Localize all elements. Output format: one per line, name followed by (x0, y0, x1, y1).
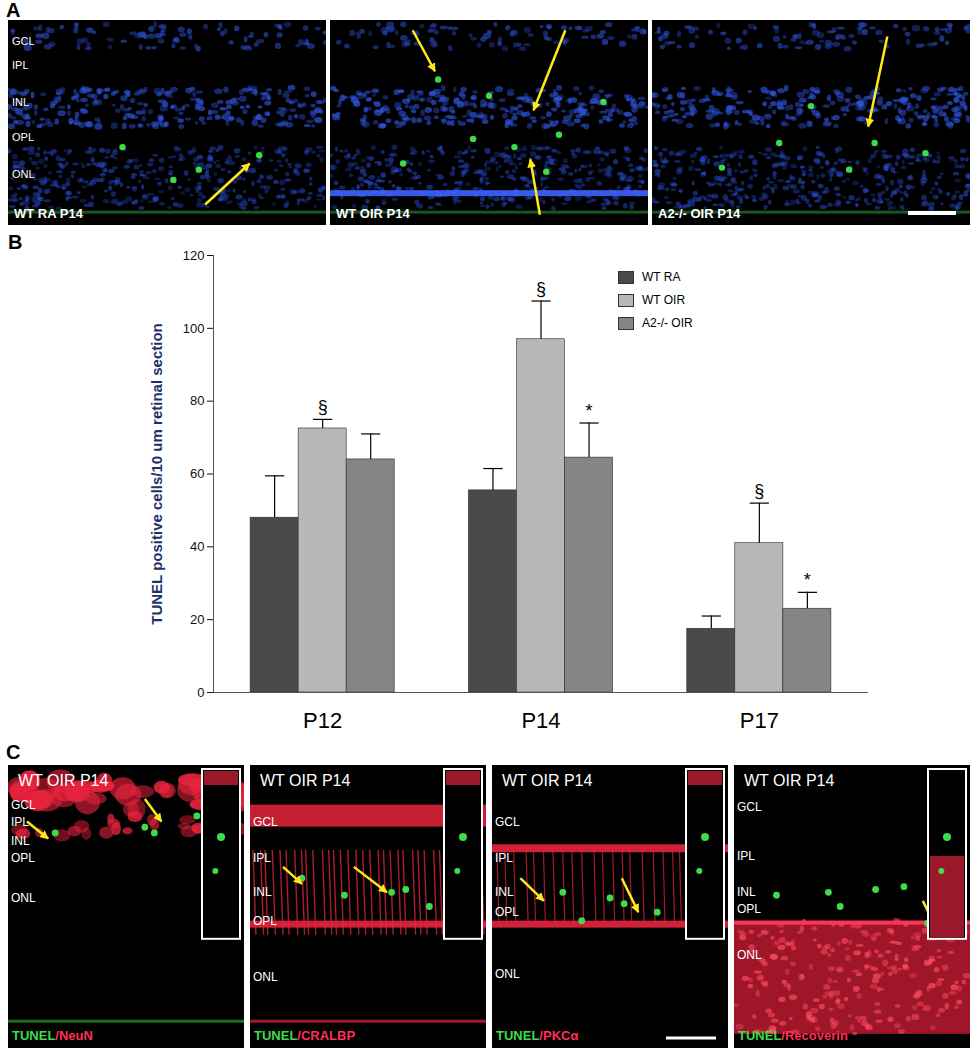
svg-text:ONL: ONL (12, 168, 35, 180)
svg-text:INL: INL (253, 885, 272, 899)
svg-text:P17: P17 (740, 708, 779, 733)
svg-text:§: § (536, 279, 546, 299)
svg-text:60: 60 (190, 466, 204, 481)
svg-text:100: 100 (183, 320, 205, 335)
svg-text:*: * (586, 401, 593, 421)
svg-text:ONL: ONL (495, 967, 520, 981)
svg-text:OPL: OPL (737, 902, 761, 916)
html-text:A: A (6, 0, 21, 21)
svg-text:TUNEL positive cells/10 um ret: TUNEL positive cells/10 um retinal secti… (148, 323, 165, 625)
html-text:C: C (6, 741, 21, 763)
html-text:B: B (8, 231, 23, 253)
svg-text:IPL: IPL (12, 59, 29, 71)
svg-text:INL: INL (12, 96, 29, 108)
svg-text:OPL: OPL (253, 914, 277, 928)
svg-text:WT OIR P14: WT OIR P14 (502, 772, 592, 789)
svg-text:ONL: ONL (253, 970, 278, 984)
svg-text:INL: INL (11, 834, 30, 848)
svg-text:120: 120 (183, 248, 205, 263)
svg-text:§: § (754, 481, 764, 501)
svg-text:ONL: ONL (737, 948, 762, 962)
svg-text:GCL: GCL (12, 35, 35, 47)
svg-text:20: 20 (190, 612, 204, 627)
svg-text:TUNEL/CRALBP: TUNEL/CRALBP (254, 1028, 355, 1043)
svg-text:40: 40 (190, 539, 204, 554)
svg-text:GCL: GCL (495, 815, 520, 829)
svg-text:§: § (318, 397, 328, 417)
svg-text:ONL: ONL (11, 891, 36, 905)
svg-text:80: 80 (190, 393, 204, 408)
svg-text:*: * (804, 570, 811, 590)
html-text:WT OIR: WT OIR (642, 293, 686, 307)
svg-text:WT OIR P14: WT OIR P14 (260, 772, 350, 789)
svg-text:P12: P12 (303, 708, 342, 733)
svg-text:IPL: IPL (737, 849, 755, 863)
svg-text:IPL: IPL (253, 851, 271, 865)
html-text:A2-/- OIR: A2-/- OIR (642, 316, 693, 330)
svg-text:INL: INL (737, 885, 756, 899)
svg-text:GCL: GCL (11, 798, 36, 812)
svg-text:OPL: OPL (11, 851, 35, 865)
svg-text:TUNEL/Recoverin: TUNEL/Recoverin (738, 1028, 848, 1043)
svg-text:P14: P14 (521, 708, 560, 733)
svg-text:WT OIR P14: WT OIR P14 (336, 206, 410, 221)
svg-text:OPL: OPL (495, 905, 519, 919)
svg-text:WT RA P14: WT RA P14 (14, 206, 84, 221)
svg-text:TUNEL/NeuN: TUNEL/NeuN (12, 1028, 93, 1043)
svg-text:GCL: GCL (737, 800, 762, 814)
svg-text:IPL: IPL (495, 851, 513, 865)
svg-text:WT OIR P14: WT OIR P14 (744, 772, 834, 789)
svg-text:OPL: OPL (12, 131, 34, 143)
svg-text:GCL: GCL (253, 815, 278, 829)
svg-text:TUNEL/PKCα: TUNEL/PKCα (496, 1028, 578, 1043)
svg-text:0: 0 (197, 685, 204, 700)
html-text:WT RA: WT RA (642, 270, 681, 284)
svg-text:IPL: IPL (11, 815, 29, 829)
svg-text:A2-/- OIR P14: A2-/- OIR P14 (658, 206, 741, 221)
svg-text:WT OIR P14: WT OIR P14 (18, 772, 108, 789)
svg-text:INL: INL (495, 885, 514, 899)
